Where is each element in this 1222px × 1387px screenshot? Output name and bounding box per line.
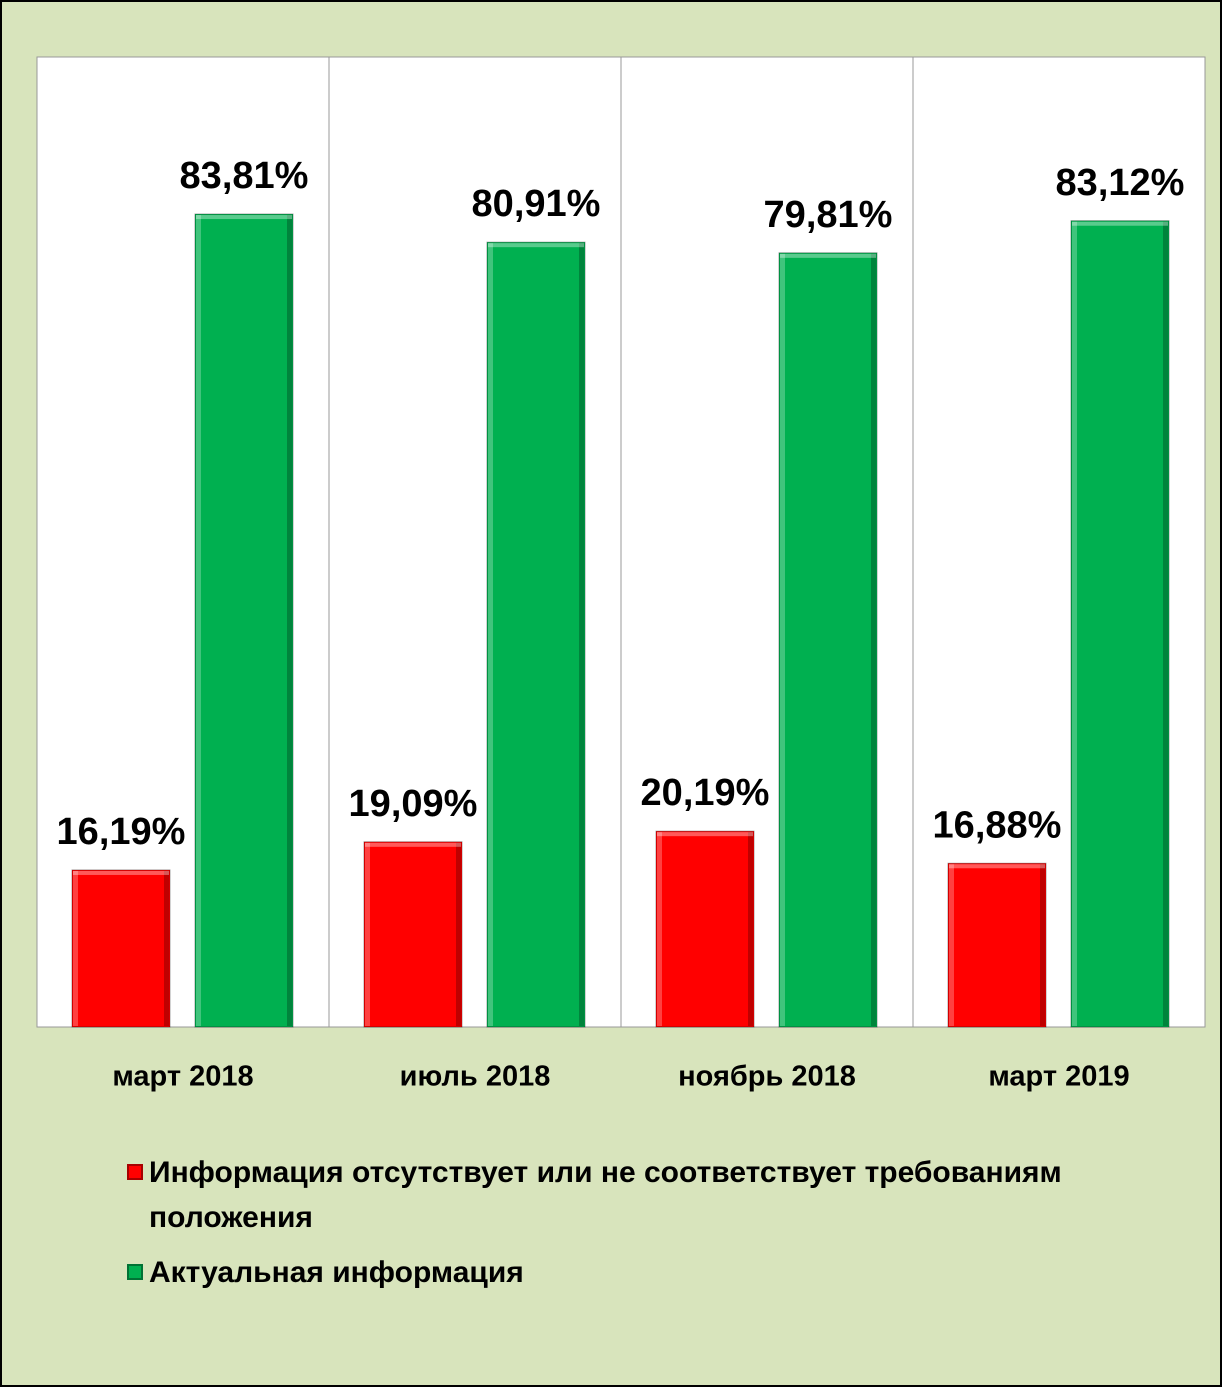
bar (194, 213, 294, 1028)
bar (363, 841, 463, 1028)
value-label: 19,09% (349, 783, 478, 825)
legend-item: Актуальная информация (127, 1250, 1167, 1295)
x-tick-label: ноябрь 2018 (678, 1061, 856, 1093)
bar-bevel (73, 870, 169, 875)
value-label: 83,81% (180, 155, 309, 197)
bar-bevel (365, 842, 370, 1026)
value-label: 80,91% (472, 183, 601, 225)
bar-bevel (73, 870, 78, 1026)
x-tick-label: март 2018 (112, 1061, 253, 1093)
value-label: 20,19% (641, 772, 770, 814)
bar-bevel (949, 864, 1045, 869)
bar-bevel (949, 864, 954, 1026)
bar-bevel (871, 253, 876, 1026)
bar-bevel (1040, 864, 1045, 1026)
value-label: 16,88% (933, 804, 1062, 846)
bar (486, 241, 586, 1028)
bar-bevel (780, 253, 876, 258)
bar-bevel (579, 243, 584, 1027)
bar-bevel (488, 243, 584, 248)
legend-label: Актуальная информация (149, 1256, 524, 1289)
legend-swatch (127, 1264, 143, 1280)
bar-bevel (196, 215, 292, 220)
legend-label: Информация отсутствует или не соответств… (149, 1156, 1062, 1234)
x-tick-label: июль 2018 (400, 1061, 551, 1093)
bar-bevel (657, 832, 753, 837)
bar-bevel (456, 842, 461, 1026)
bar-bevel (287, 215, 292, 1027)
bar-bevel (1163, 221, 1168, 1027)
bar (71, 869, 171, 1028)
value-label: 79,81% (764, 194, 893, 236)
value-label: 83,12% (1056, 162, 1185, 204)
bar (778, 252, 878, 1028)
bar-bevel (748, 832, 753, 1026)
bar-bevel (365, 842, 461, 847)
x-tick-label: март 2019 (988, 1061, 1129, 1093)
bar (1070, 220, 1170, 1028)
bar-bevel (1072, 221, 1168, 226)
bar-bevel (1072, 221, 1077, 1027)
bar-bevel (488, 243, 493, 1027)
legend-item: Информация отсутствует или не соответств… (127, 1150, 1167, 1240)
bar-bevel (196, 215, 201, 1027)
bar-bevel (780, 253, 785, 1026)
bar (947, 862, 1047, 1028)
value-label: 16,19% (57, 811, 186, 853)
legend: Информация отсутствует или не соответств… (127, 1150, 1167, 1305)
bar (655, 830, 755, 1028)
legend-swatch (127, 1164, 143, 1180)
bar-bevel (164, 870, 169, 1026)
bar-bevel (657, 832, 662, 1026)
